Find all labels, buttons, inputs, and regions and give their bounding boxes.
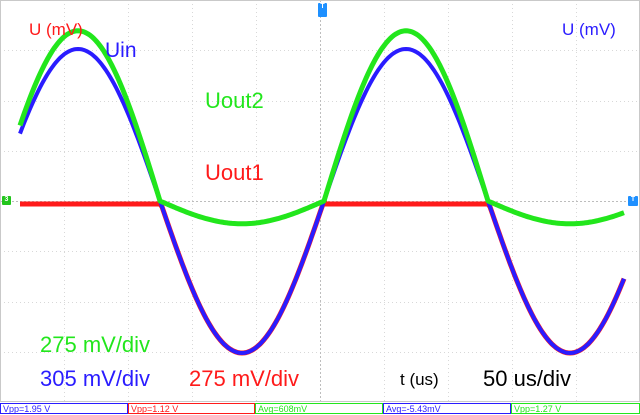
y-unit-left-label: U (mV)	[29, 20, 83, 39]
measurement-uout2-vpp: Vpp=1.27 V	[511, 403, 640, 414]
measurement-uout2-avg: Avg=608mV	[255, 403, 383, 414]
channel-level-marker-icon[interactable]: 3	[2, 196, 11, 205]
uout2-label: Uout2	[205, 88, 264, 113]
waveform-traces	[17, 28, 627, 356]
uout1-label: Uout1	[205, 160, 264, 185]
waveform-plot	[0, 0, 640, 402]
uin-label: Uin	[105, 39, 137, 62]
timebase-label: 50 us/div	[483, 366, 572, 391]
uout1-trace	[19, 198, 627, 356]
y-unit-right-label: U (mV)	[562, 20, 616, 39]
measurement-uin-vpp: Vpp=1.95 V	[0, 403, 128, 414]
measurement-uout1-vpp: Vpp=1.12 V	[128, 403, 255, 414]
uout1-scale-label: 275 mV/div	[189, 366, 300, 391]
uin-scale-label: 305 mV/div	[40, 366, 151, 391]
trigger-marker-icon[interactable]: T	[318, 3, 327, 17]
uin-trace	[18, 47, 626, 355]
uout2-trace	[17, 28, 625, 227]
trigger-level-marker-icon[interactable]: T	[628, 196, 638, 206]
measurement-uin-avg: Avg=-5.43mV	[383, 403, 511, 414]
x-axis-label: t (us)	[400, 370, 439, 389]
uout2-scale-label: 275 mV/div	[40, 332, 151, 357]
